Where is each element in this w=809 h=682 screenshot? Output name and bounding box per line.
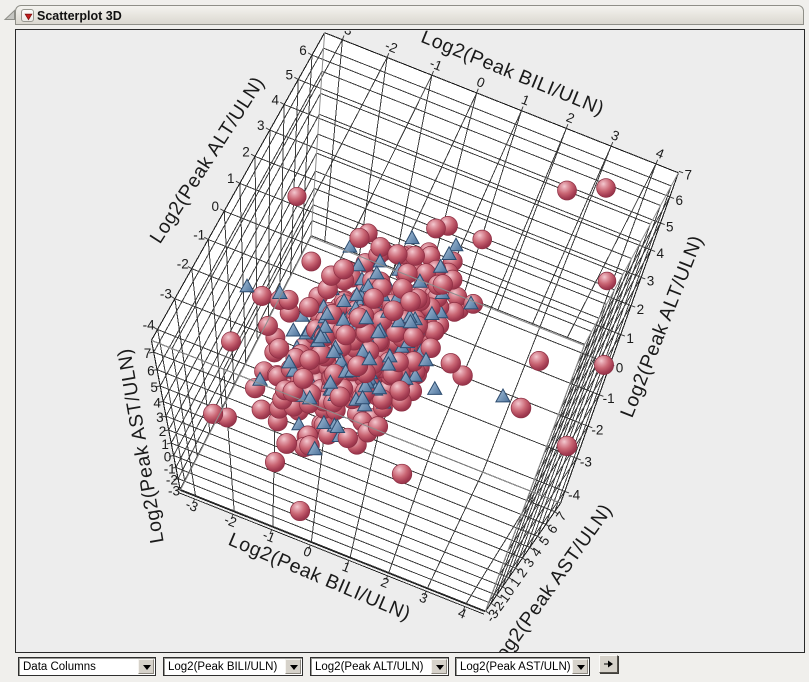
svg-text:6: 6 [675, 193, 683, 208]
svg-text:1: 1 [626, 331, 634, 346]
svg-text:2: 2 [637, 302, 645, 317]
svg-text:0: 0 [164, 450, 172, 465]
svg-text:2: 2 [159, 424, 167, 439]
svg-text:-1: -1 [261, 527, 278, 545]
svg-text:-4: -4 [568, 488, 580, 503]
svg-text:0: 0 [616, 361, 624, 376]
svg-text:-3: -3 [168, 483, 180, 498]
svg-text:4: 4 [271, 92, 279, 107]
svg-text:-4: -4 [143, 317, 155, 332]
svg-text:5: 5 [286, 67, 294, 82]
svg-text:-3: -3 [184, 497, 201, 515]
svg-text:3: 3 [647, 274, 655, 289]
svg-text:1: 1 [161, 437, 169, 452]
svg-text:-1: -1 [603, 391, 615, 406]
svg-text:7: 7 [144, 346, 152, 361]
svg-text:-2: -2 [222, 512, 239, 530]
svg-text:-2: -2 [591, 422, 603, 437]
svg-text:2: 2 [242, 144, 250, 159]
svg-text:-1: -1 [428, 56, 445, 74]
svg-text:-3: -3 [580, 455, 592, 470]
svg-text:5: 5 [666, 219, 674, 234]
svg-text:-2: -2 [177, 256, 189, 271]
svg-text:4: 4 [153, 396, 161, 411]
svg-text:1: 1 [227, 171, 235, 186]
svg-text:-2: -2 [166, 473, 178, 488]
svg-text:-2: -2 [383, 38, 400, 56]
svg-text:-3: -3 [160, 286, 172, 301]
svg-text:6: 6 [299, 43, 307, 58]
svg-text:3: 3 [257, 118, 265, 133]
svg-text:5: 5 [150, 380, 158, 395]
svg-text:-1: -1 [193, 227, 205, 242]
svg-text:4: 4 [657, 246, 665, 261]
svg-text:6: 6 [147, 364, 155, 379]
svg-text:0: 0 [211, 199, 219, 214]
svg-text:7: 7 [685, 168, 693, 183]
svg-text:-3: -3 [338, 20, 355, 38]
svg-text:3: 3 [156, 410, 164, 425]
svg-text:-1: -1 [164, 461, 176, 476]
